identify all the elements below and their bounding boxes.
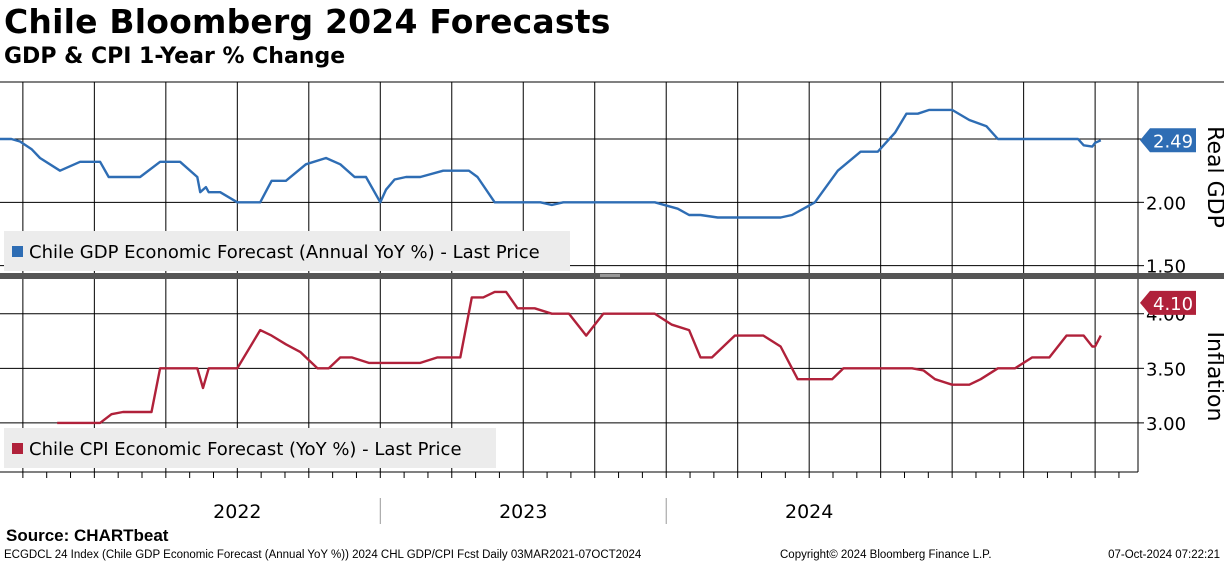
- panel-resize-grip: [600, 274, 620, 277]
- legend-swatch: [12, 443, 23, 454]
- y-tick-label: 3.00: [1146, 414, 1186, 435]
- y-tick-label: 2.00: [1146, 193, 1186, 214]
- legend-layer: Chile GDP Economic Forecast (Annual YoY …: [4, 231, 570, 468]
- x-year-label: 2022: [213, 501, 261, 523]
- cpi-last-price-tag: [1140, 290, 1196, 315]
- legend-box: [4, 428, 496, 468]
- legend-box: [4, 231, 570, 271]
- axis-layer: 1.502.002.49 Real GDP3.003.504.004.10Infl…: [0, 126, 1224, 524]
- y-tick-label: 1.50: [1146, 257, 1186, 278]
- footer-index-info: ECGDCL 24 Index (Chile GDP Economic Fore…: [4, 549, 642, 561]
- axis-title: Inflation: [1202, 332, 1224, 422]
- legend-label: Chile GDP Economic Forecast (Annual YoY …: [29, 242, 540, 263]
- footer-copyright: Copyright© 2024 Bloomberg Finance L.P.: [780, 549, 992, 561]
- last-price-label: 2.49: [1153, 131, 1193, 152]
- series-layer: [0, 108, 1102, 425]
- axis-title: Real GDP: [1202, 126, 1224, 228]
- legend-label: Chile CPI Economic Forecast (YoY %) - La…: [29, 439, 462, 460]
- chart-title: Chile Bloomberg 2024 Forecasts: [4, 2, 611, 41]
- y-tick-label: 3.50: [1146, 359, 1186, 380]
- x-year-label: 2023: [499, 501, 547, 523]
- footer-timestamp: 07-Oct-2024 07:22:21: [1108, 549, 1220, 561]
- chart-subtitle: GDP & CPI 1-Year % Change: [4, 44, 346, 69]
- legend-swatch: [12, 246, 23, 257]
- gdp-last-price-tag: [1140, 128, 1196, 153]
- x-year-label: 2024: [785, 501, 833, 523]
- grid-layer: [0, 81, 1224, 472]
- last-price-label: 4.10: [1153, 294, 1193, 315]
- source-note: Source: CHARTbeat: [6, 526, 169, 545]
- gdp-series-line: [0, 108, 1102, 219]
- cpi-series-line: [57, 290, 1102, 425]
